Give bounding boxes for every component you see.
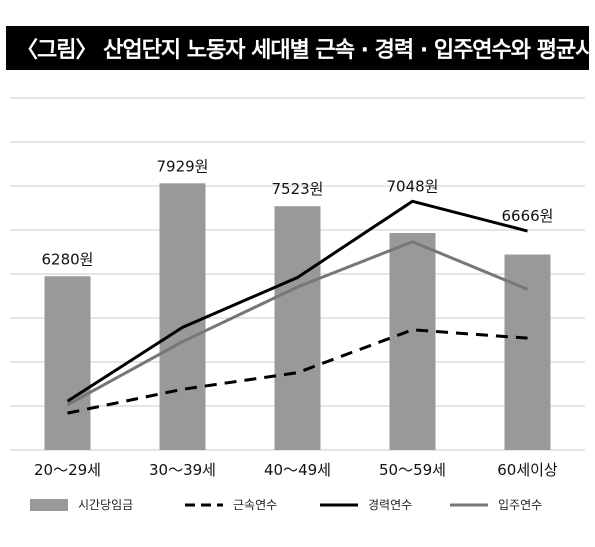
x-tick-label-5: 60세이상 xyxy=(497,461,558,479)
data-label-3: 7523원 xyxy=(272,180,324,198)
legend-label-3: 경력연수 xyxy=(368,498,412,512)
bar-5 xyxy=(504,254,551,450)
series-line-3 xyxy=(66,240,529,407)
legend-label-4: 입주연수 xyxy=(498,498,542,512)
data-label-4: 7048원 xyxy=(387,177,439,195)
bars xyxy=(44,183,551,450)
legend-swatch-1 xyxy=(30,499,68,511)
data-label-1: 6280원 xyxy=(42,250,94,268)
x-tick-label-2: 30～39세 xyxy=(149,461,216,479)
title-bar: 〈그림〉 산업단지 노동자 세대별 근속 · 경력 · 입주연수와 평균시급 xyxy=(6,26,595,70)
legend-label-1: 시간당임금 xyxy=(78,498,133,512)
bar-3 xyxy=(274,206,321,450)
series-line-2 xyxy=(66,199,528,403)
legend: 시간당임금 근속연수 경력연수 입주연수 xyxy=(30,498,542,512)
bar-4 xyxy=(389,232,436,450)
chart-title: 〈그림〉 산업단지 노동자 세대별 근속 · 경력 · 입주연수와 평균시급 xyxy=(16,38,595,63)
x-tick-label-3: 40～49세 xyxy=(264,461,331,479)
series-lines xyxy=(66,199,529,415)
x-tick-labels: 20～29세 30～39세 40～49세 50～59세 60세이상 xyxy=(34,461,558,479)
x-tick-label-1: 20～29세 xyxy=(34,461,101,479)
legend-label-2: 근속연수 xyxy=(233,498,277,512)
bar-1 xyxy=(44,276,91,450)
data-labels: 6280원 7929원 7523원 7048원 6666원 xyxy=(42,157,554,268)
data-label-2: 7929원 xyxy=(157,157,209,175)
bar-2 xyxy=(159,183,206,450)
data-label-5: 6666원 xyxy=(502,207,554,225)
x-tick-label-4: 50～59세 xyxy=(379,461,446,479)
